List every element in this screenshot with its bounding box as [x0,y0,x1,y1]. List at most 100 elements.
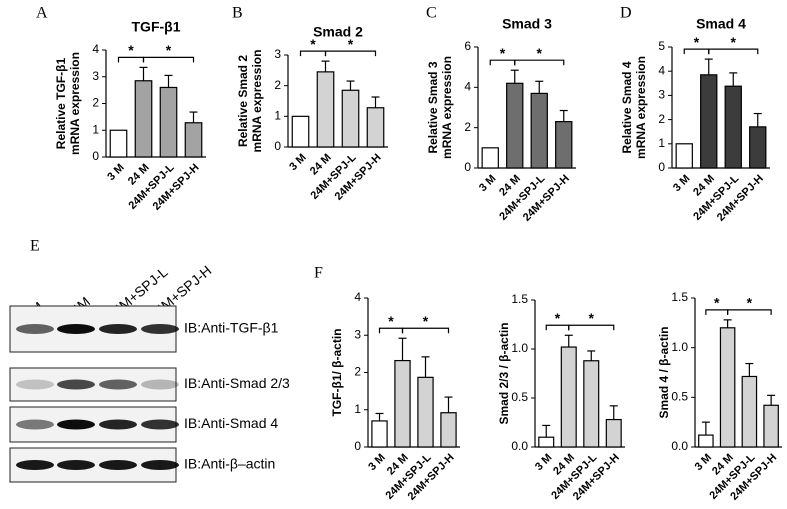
chart-title: TGF-β1 [132,19,181,35]
bar [724,85,742,169]
bar [481,147,499,169]
significance-label: * [310,36,316,52]
y-axis-label: Relative Smad 2 [236,55,250,147]
antibody-label: IB:Anti-Smad 4 [184,415,278,431]
significance-label: * [166,42,172,58]
bar [184,122,203,158]
y-tick-label: 0 [354,439,361,453]
bar [134,80,153,158]
panel-label: E [30,238,40,255]
bar [159,86,178,158]
y-tick-label: 4 [354,290,361,304]
bar [698,434,714,448]
blot-band [57,460,95,470]
y-tick-label: 1.5 [511,292,528,306]
chart-title: Smad 4 [696,16,746,32]
significance-bracket [378,327,404,334]
bar [749,126,767,169]
significance-bracket [324,50,377,57]
antibody-label: IB:Anti-β–actin [184,456,275,472]
y-tick-label: 1 [92,122,99,136]
blot-band [141,324,179,334]
panel-label: C [426,5,437,22]
bar [741,375,758,448]
y-tick-label: 1 [658,136,665,150]
panel-label: D [620,5,632,22]
y-tick-label: 3 [354,327,361,341]
y-axis-label: Relative Smad 3 [426,61,440,153]
bar [530,92,548,169]
blot-band [99,460,137,470]
blot-band [99,324,137,334]
significance-label: * [537,45,543,61]
significance-label: * [589,310,595,326]
chart-title: Smad 2 [313,24,363,40]
blot-band [57,419,95,430]
y-axis-label: Relative TGF-β1 [54,58,68,150]
y-axis-label: Relative Smad 4 [620,61,634,153]
y-tick-label: 0.0 [511,439,528,453]
x-tick-label: 3 M [477,173,498,194]
y-tick-label: 6 [464,39,471,53]
significance-label: * [731,34,737,50]
panel-label: F [314,265,323,282]
blot-band [57,379,95,390]
significance-label: * [128,42,134,58]
blot-band [141,379,179,390]
significance-label: * [348,36,354,52]
y-tick-label: 0.0 [671,439,688,453]
y-tick-label: 0.5 [511,390,528,404]
y-axis-label: TGF-β1/ β-actin [330,329,344,417]
y-tick-label: 1.0 [671,340,688,354]
bar [675,143,693,169]
y-tick-label: 3 [658,88,665,102]
significance-label: * [694,34,700,50]
blot-band [141,419,179,430]
y-tick-label: 0 [658,160,665,174]
x-tick-label: 3 M [671,173,692,194]
significance-bracket [299,50,327,57]
bar [605,418,622,448]
significance-bracket [545,324,570,331]
y-tick-label: 2 [354,365,361,379]
significance-bracket [683,48,710,55]
y-tick-label: 3 [92,69,99,83]
significance-label: * [714,295,720,311]
bar [700,74,718,169]
bar [366,107,385,148]
x-tick-label: 3 M [287,152,308,173]
antibody-label: IB:Anti-Smad 2/3 [184,375,290,391]
bar [583,360,600,448]
bar [316,71,335,148]
blot-band [57,324,95,334]
chart-title: Smad 3 [502,16,552,32]
bar [763,404,779,448]
bar [109,129,128,158]
y-tick-label: 3 [274,47,281,61]
significance-label: * [423,313,429,329]
panel-label: A [36,5,48,22]
y-tick-label: 1.5 [671,290,688,304]
y-tick-label: 2 [658,112,665,126]
bar [560,346,577,448]
blot-band [99,419,137,430]
blot-band [16,419,54,430]
significance-bracket [117,56,145,63]
bar [440,412,457,448]
y-tick-label: 0.5 [671,390,688,404]
significance-bracket [489,59,516,66]
blot-band [99,379,137,390]
bar [538,436,555,448]
y-axis-label: mRNA expression [440,56,454,159]
significance-bracket [705,309,729,315]
antibody-label: IB:Anti-TGF-β1 [184,320,279,336]
x-tick-label: 3 M [105,162,126,183]
y-tick-label: 2 [464,120,471,134]
y-axis-label: mRNA expression [634,56,648,159]
significance-label: * [555,310,561,326]
significance-bracket [401,327,450,334]
blot-band [16,379,54,390]
y-tick-label: 0 [92,149,99,163]
significance-label: * [388,313,394,329]
blot-band [16,324,54,334]
